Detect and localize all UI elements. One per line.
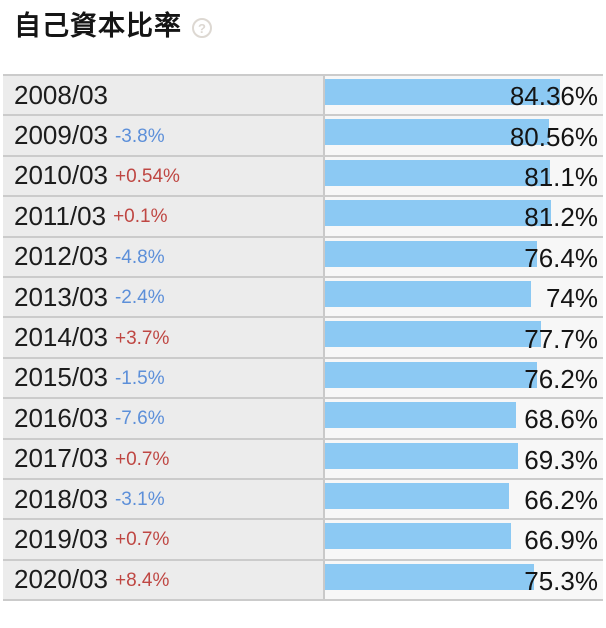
page-title: 自己資本比率 bbox=[14, 11, 182, 41]
row-label-cell: 2012/03 -4.8% bbox=[3, 237, 325, 276]
value-bar bbox=[325, 200, 551, 227]
value-bar bbox=[325, 280, 531, 307]
change-label: +0.1% bbox=[113, 206, 168, 228]
period-label: 2013/03 bbox=[14, 281, 108, 312]
row-bar-cell: 80.56% bbox=[325, 116, 603, 155]
period-label: 2019/03 bbox=[14, 523, 108, 554]
change-label: -4.8% bbox=[114, 246, 165, 268]
change-label: -2.4% bbox=[114, 287, 165, 309]
chart-row: 2017/03 +0.7% 69.3% bbox=[3, 439, 603, 480]
chart-row: 2012/03 -4.8% 76.4% bbox=[3, 237, 603, 278]
value-label: 84.36% bbox=[509, 81, 598, 112]
row-label-cell: 2015/03 -1.5% bbox=[3, 358, 325, 398]
chart-row: 2020/03 +8.4% 75.3% bbox=[3, 560, 603, 602]
change-label: +0.54% bbox=[114, 165, 180, 187]
change-label: +8.4% bbox=[114, 569, 170, 591]
row-bar-cell: 76.2% bbox=[325, 358, 603, 398]
change-label: +0.7% bbox=[114, 448, 170, 470]
row-label-cell: 2019/03 +0.7% bbox=[3, 520, 325, 559]
row-bar-cell: 84.36% bbox=[325, 76, 603, 115]
row-bar-cell: 81.2% bbox=[325, 197, 603, 236]
value-bar bbox=[325, 240, 538, 267]
chart-row: 2010/03 +0.54% 81.1% bbox=[3, 156, 603, 198]
period-label: 2012/03 bbox=[14, 241, 108, 272]
chart-row: 2019/03 +0.7% 66.9% bbox=[3, 520, 603, 561]
value-bar bbox=[325, 79, 560, 105]
chart-row: 2014/03 +3.7% 77.7% bbox=[3, 318, 603, 359]
change-label: +3.7% bbox=[114, 327, 170, 349]
change-label: -7.6% bbox=[114, 408, 165, 430]
row-label-cell: 2013/03 -2.4% bbox=[3, 277, 325, 317]
value-label: 76.2% bbox=[524, 363, 598, 394]
row-bar-cell: 66.9% bbox=[325, 520, 603, 559]
period-label: 2011/03 bbox=[14, 200, 107, 231]
row-bar-cell: 74% bbox=[325, 277, 603, 317]
chart-row: 2011/03 +0.1% 81.2% bbox=[3, 197, 603, 238]
value-label: 66.2% bbox=[524, 485, 598, 516]
value-bar bbox=[325, 523, 511, 550]
period-label: 2008/03 bbox=[14, 79, 108, 110]
value-label: 76.4% bbox=[524, 242, 598, 273]
row-label-cell: 2014/03 +3.7% bbox=[3, 318, 325, 357]
value-bar bbox=[325, 321, 541, 348]
row-label-cell: 2017/03 +0.7% bbox=[3, 439, 325, 478]
value-label: 66.9% bbox=[524, 525, 598, 556]
period-label: 2018/03 bbox=[14, 483, 108, 514]
change-label: -3.8% bbox=[114, 125, 165, 147]
row-bar-cell: 81.1% bbox=[325, 156, 603, 196]
value-label: 69.3% bbox=[524, 444, 598, 475]
row-bar-cell: 69.3% bbox=[325, 439, 603, 478]
value-bar bbox=[325, 119, 549, 146]
value-label: 68.6% bbox=[524, 404, 598, 435]
row-bar-cell: 76.4% bbox=[325, 237, 603, 276]
equity-ratio-bar-chart: 2008/03 84.36% 2009/03 -3.8% 80.56% 2010… bbox=[3, 74, 603, 602]
row-label-cell: 2020/03 +8.4% bbox=[3, 560, 325, 600]
row-label-cell: 2010/03 +0.54% bbox=[3, 156, 325, 196]
value-bar bbox=[325, 402, 516, 429]
period-label: 2014/03 bbox=[14, 322, 108, 353]
value-label: 77.7% bbox=[524, 323, 598, 354]
row-label-cell: 2009/03 -3.8% bbox=[3, 116, 325, 155]
value-label: 80.56% bbox=[509, 121, 598, 152]
header: 自己資本比率 ? bbox=[0, 0, 606, 74]
chart-row: 2016/03 -7.6% 68.6% bbox=[3, 399, 603, 440]
row-label-cell: 2008/03 bbox=[3, 76, 325, 115]
value-label: 75.3% bbox=[524, 565, 598, 596]
row-label-cell: 2016/03 -7.6% bbox=[3, 399, 325, 438]
value-bar bbox=[325, 159, 551, 186]
value-bar bbox=[325, 442, 518, 469]
change-label: -1.5% bbox=[114, 367, 165, 389]
value-bar bbox=[325, 563, 535, 590]
period-label: 2020/03 bbox=[14, 564, 108, 595]
period-label: 2010/03 bbox=[14, 160, 108, 191]
period-label: 2015/03 bbox=[14, 362, 108, 393]
row-bar-cell: 68.6% bbox=[325, 399, 603, 438]
chart-row: 2015/03 -1.5% 76.2% bbox=[3, 358, 603, 400]
value-label: 74% bbox=[545, 283, 598, 314]
chart-row: 2013/03 -2.4% 74% bbox=[3, 277, 603, 319]
row-label-cell: 2011/03 +0.1% bbox=[3, 197, 325, 236]
change-label: +0.7% bbox=[114, 529, 170, 551]
row-bar-cell: 77.7% bbox=[325, 318, 603, 357]
value-label: 81.1% bbox=[524, 162, 598, 193]
change-label: -3.1% bbox=[114, 489, 165, 511]
chart-row: 2018/03 -3.1% 66.2% bbox=[3, 479, 603, 521]
row-bar-cell: 75.3% bbox=[325, 560, 603, 600]
row-bar-cell: 66.2% bbox=[325, 479, 603, 519]
row-label-cell: 2018/03 -3.1% bbox=[3, 479, 325, 519]
help-icon[interactable]: ? bbox=[192, 18, 212, 38]
period-label: 2017/03 bbox=[14, 443, 108, 474]
chart-row: 2009/03 -3.8% 80.56% bbox=[3, 116, 603, 157]
value-bar bbox=[325, 482, 510, 509]
period-label: 2009/03 bbox=[14, 120, 108, 151]
period-label: 2016/03 bbox=[14, 402, 108, 433]
value-label: 81.2% bbox=[524, 202, 598, 233]
chart-row: 2008/03 84.36% bbox=[3, 76, 603, 117]
value-bar bbox=[325, 361, 537, 388]
